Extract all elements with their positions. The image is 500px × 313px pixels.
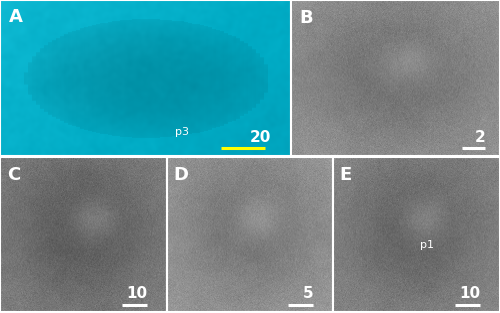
Text: p3: p3 [174,127,188,137]
Text: 10: 10 [126,286,147,301]
Text: A: A [8,8,22,26]
Text: 5: 5 [302,286,313,301]
Text: 2: 2 [474,130,486,145]
Text: D: D [174,166,188,184]
Text: 20: 20 [250,130,270,145]
Text: C: C [6,166,20,184]
Text: p1: p1 [420,240,434,250]
Text: 10: 10 [459,286,480,301]
Text: B: B [300,9,313,27]
Text: E: E [340,166,352,184]
